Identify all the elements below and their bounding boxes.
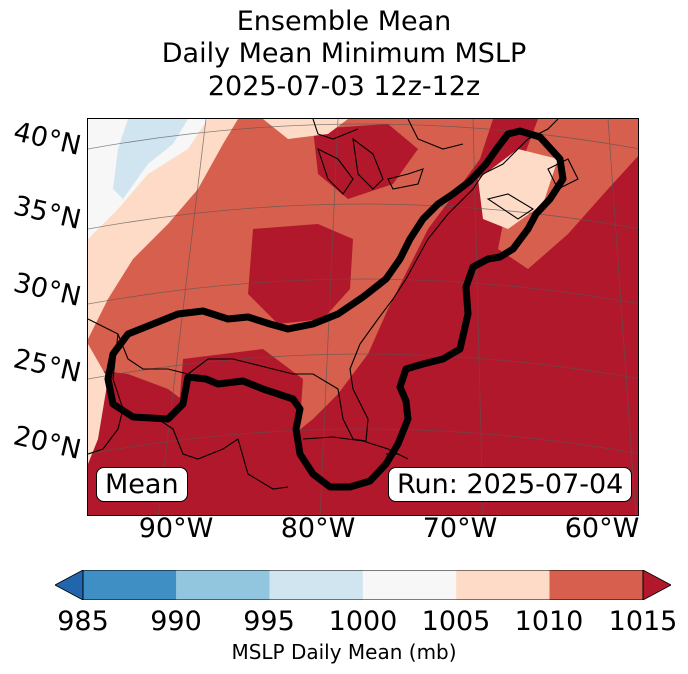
- ensemble-contour: [104, 127, 567, 491]
- colorbar-tick-1010: 1010: [514, 606, 584, 637]
- colorbar-segment-995: [269, 570, 363, 600]
- colorbar-extend-low: [55, 570, 84, 600]
- lat-label-40: 40°N: [10, 116, 84, 162]
- colorbar-tick-1015: 1015: [608, 606, 678, 637]
- colorbar-tick-1005: 1005: [421, 606, 491, 637]
- map-panel: [87, 118, 639, 516]
- colorbar-extend-high: [642, 570, 671, 600]
- colorbar-segment-985: [83, 570, 177, 600]
- colorbar-segment-1010: [549, 570, 643, 600]
- lon-label-80w: 80°W: [280, 513, 356, 544]
- mslp-field-1005-top: [263, 119, 348, 139]
- lat-label-20: 20°N: [10, 420, 84, 466]
- colorbar-tick-985: 985: [57, 606, 109, 637]
- lon-label-60w: 60°W: [564, 513, 640, 544]
- figure-title-line3: 2025-07-03 12z-12z: [207, 71, 481, 102]
- lon-label-90w: 90°W: [138, 513, 214, 544]
- mslp-field-995: [113, 119, 188, 199]
- colorbar: [55, 570, 671, 600]
- lon-label-70w: 70°W: [422, 513, 498, 544]
- lat-label-25: 25°N: [10, 343, 84, 389]
- mslp-field-1015-lakes: [313, 124, 418, 199]
- colorbar-label: MSLP Daily Mean (mb): [231, 640, 457, 664]
- colorbar-segment-1005: [456, 570, 550, 600]
- mslp-field-1005-south: [88, 344, 108, 464]
- mslp-field-1005-canada: [478, 149, 558, 229]
- colorbar-segment-1000: [362, 570, 457, 600]
- map-canvas: [88, 119, 638, 515]
- mean-label: Mean: [96, 467, 188, 502]
- colorbar-tick-995: 995: [243, 606, 295, 637]
- lat-label-30: 30°N: [10, 267, 84, 313]
- colorbar-segment-990: [176, 570, 270, 600]
- colorbar-tick-1000: 1000: [328, 606, 398, 637]
- figure-title-line2: Daily Mean Minimum MSLP: [161, 38, 527, 69]
- lat-label-35: 35°N: [10, 190, 84, 236]
- figure-title-line1: Ensemble Mean: [236, 6, 452, 37]
- run-date-label: Run: 2025-07-04: [388, 467, 633, 502]
- colorbar-outline: [82, 570, 644, 600]
- mslp-field-1015-pocket: [248, 224, 353, 324]
- colorbar-tick-990: 990: [150, 606, 202, 637]
